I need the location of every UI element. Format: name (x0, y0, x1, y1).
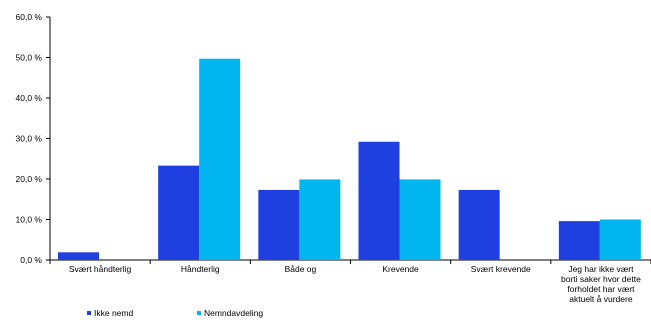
bar (199, 58, 241, 261)
x-category-label: Håndterlig (181, 264, 220, 274)
x-category-label: Krevende (382, 264, 419, 274)
legend-swatch (87, 311, 91, 315)
bar (58, 252, 99, 260)
bar (258, 189, 300, 260)
x-category-label-line: borti saker hvor dette (561, 274, 641, 284)
y-tick-label: 30,0 % (16, 134, 43, 144)
legend-label: Ikke nemd (94, 308, 133, 318)
bar (158, 165, 200, 260)
x-category-label-line: Svært håndterlig (69, 264, 132, 274)
x-category-label-line: Håndterlig (181, 264, 220, 274)
x-category-label-line: Jeg har ikke vært (568, 264, 634, 274)
x-category-label: Svært krevende (471, 264, 531, 274)
x-category-label-line: Både og (285, 264, 317, 274)
y-tick-label: 60,0 % (16, 12, 43, 22)
y-tick-label: 20,0 % (16, 174, 43, 184)
bar (399, 179, 441, 260)
bar (458, 189, 500, 260)
x-category-label-line: forholdet har vært (567, 284, 635, 294)
y-tick-label: 40,0 % (16, 93, 43, 103)
bar (599, 219, 641, 260)
y-tick-label: 0,0 % (20, 255, 42, 265)
bar (299, 179, 341, 260)
bar (558, 221, 600, 260)
x-category-label-line: aktuelt å vurdere (569, 294, 633, 304)
x-category-label: Jeg har ikke vært borti saker hvor dette f… (561, 264, 641, 304)
x-category-label-line: Svært krevende (471, 264, 531, 274)
legend-swatch (197, 311, 201, 315)
y-tick-label: 50,0 % (16, 53, 43, 63)
x-category-label-line: Krevende (382, 264, 419, 274)
y-tick-label: 10,0 % (16, 215, 43, 225)
legend-label: Nemndavdeling (204, 308, 263, 318)
x-category-label: Svært håndterlig (69, 264, 132, 274)
bar (358, 141, 400, 260)
x-category-label: Både og (285, 264, 317, 274)
